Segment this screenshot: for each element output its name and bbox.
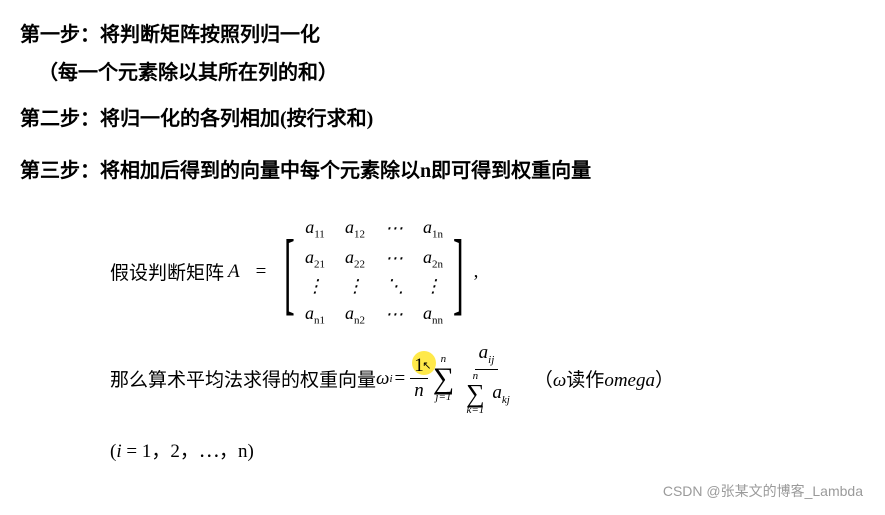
inner-sum: n ∑ k=1 (466, 371, 485, 416)
matrix-definition-row: 假设判断矩阵 A = [ a11 a12 ⋯ a1n a21 a22 ⋯ (110, 214, 845, 330)
weight-formula-row: 那么算术平均法求得的权重向量 ωi = 1 ↖ n n ∑ j=1 aij n … (110, 342, 845, 416)
step-3: 第三步：将相加后得到的向量中每个元素除以n即可得到权重向量 (20, 154, 845, 188)
omega-pronunciation-note: （ω读作omega） (534, 365, 674, 392)
omega-subscript: i (389, 373, 392, 385)
omega-symbol: ω (376, 368, 389, 390)
sigma-icon: ∑ (433, 365, 454, 392)
matrix-table: a11 a12 ⋯ a1n a21 a22 ⋯ a2n ⋮ ⋮ ⋱ (295, 214, 453, 330)
equals-sign: = (256, 261, 267, 283)
matrix-prefix-text: 假设判断矩阵 (110, 258, 224, 285)
matrix-container: [ a11 a12 ⋯ a1n a21 a22 ⋯ a2n (274, 214, 473, 330)
csdn-watermark: CSDN @张某文的博客_Lambda (663, 481, 863, 501)
outer-fraction: 1 ↖ n (410, 355, 428, 402)
index-range-row: (i = 1，2，⋯，n) (110, 436, 845, 463)
step-1-line-1: 第一步：将判断矩阵按照列归一化 (20, 18, 845, 52)
formula-equals: = (395, 368, 406, 390)
matrix-suffix-comma: , (474, 261, 479, 283)
step-1-line-2: （每一个元素除以其所在列的和） (20, 58, 845, 88)
fraction-denominator-n: n (410, 379, 428, 402)
step-2: 第二步：将归一化的各列相加(按行求和) (20, 102, 845, 136)
right-bracket-icon: ] (453, 233, 464, 311)
left-bracket-icon: [ (284, 233, 295, 311)
inner-fraction: aij n ∑ k=1 akj (459, 342, 514, 416)
math-block: 假设判断矩阵 A = [ a11 a12 ⋯ a1n a21 a22 ⋯ (20, 214, 845, 463)
outer-sum: n ∑ j=1 (433, 354, 454, 403)
formula-prefix-text: 那么算术平均法求得的权重向量 (110, 365, 376, 392)
matrix-symbol-A: A (228, 261, 240, 283)
sigma-icon: ∑ (466, 382, 485, 405)
cursor-icon: ↖ (422, 359, 431, 372)
